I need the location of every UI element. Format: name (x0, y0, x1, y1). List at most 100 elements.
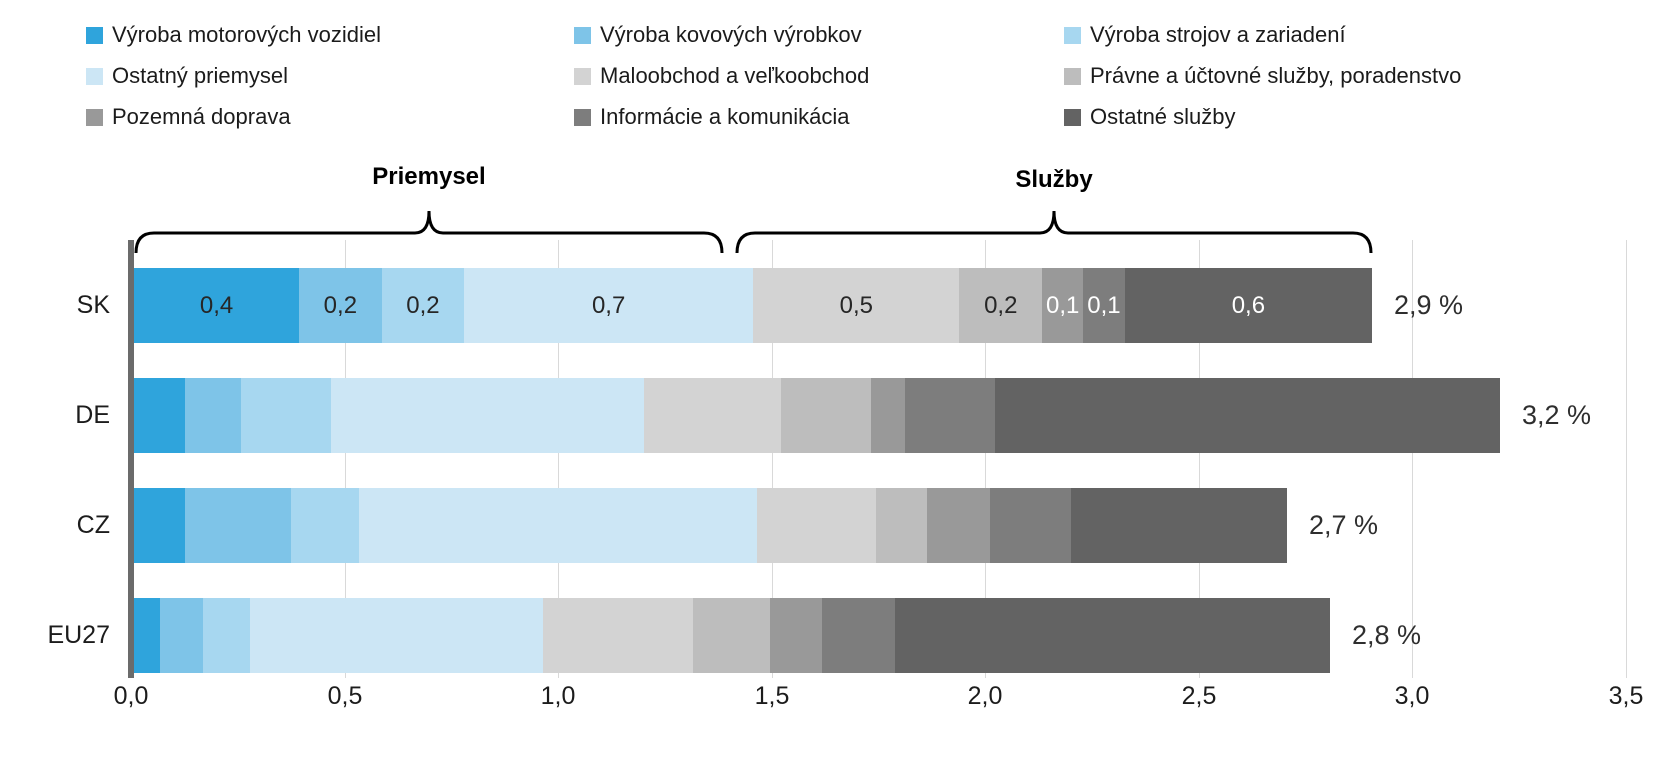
gridline (558, 240, 559, 678)
bar-segment: 0,5 (753, 268, 960, 343)
bar-segment (290, 488, 359, 563)
bar-segment (780, 378, 871, 453)
legend-item-label: Maloobchod a veľkoobchod (600, 63, 870, 88)
legend-item-label: Ostatný priemysel (112, 63, 289, 88)
segment-value-label: 0,7 (591, 291, 626, 319)
group-label: Služby (1015, 166, 1093, 193)
gridline (1626, 240, 1627, 678)
bar-total-label: 2,9 % (1394, 289, 1464, 320)
x-axis-tick-label: 2,5 (1181, 682, 1217, 710)
y-axis-line (128, 240, 134, 678)
legend-swatch-icon (1064, 108, 1081, 126)
bar-segment (822, 598, 896, 673)
legend-swatch-icon (574, 108, 591, 126)
bar-segment (770, 598, 823, 673)
bar-segment (990, 488, 1071, 563)
bar-segment: 0,6 (1124, 268, 1373, 343)
bar-segment (542, 598, 694, 673)
legend-item-label: Informácie a komunikácia (600, 104, 850, 129)
bar-cz (134, 488, 1287, 563)
segment-value-label: 0,2 (323, 291, 358, 319)
x-axis-tick-label: 1,0 (540, 682, 576, 710)
legend-item: Maloobchod a veľkoobchod (574, 62, 869, 90)
segment-value-label: 0,1 (1087, 291, 1121, 319)
gridline (985, 240, 986, 678)
bar-segment: 0,2 (299, 268, 382, 343)
legend-item: Pozemná doprava (86, 103, 291, 131)
legend-item: Výroba strojov a zariadení (1064, 21, 1346, 49)
legend-swatch-icon (86, 67, 103, 85)
legend-swatch-icon (1064, 26, 1081, 44)
x-axis-tick-label: 0,5 (327, 682, 363, 710)
segment-value-label: 0,1 (1045, 291, 1080, 319)
bar-segment (331, 378, 644, 453)
bar-segment (202, 598, 251, 673)
gridline (772, 240, 773, 678)
bar-segment (926, 488, 991, 563)
bar-label-de: DE (75, 400, 110, 429)
legend-item-label: Právne a účtovné služby, poradenstvo (1090, 63, 1462, 88)
bar-segment: 0,2 (959, 268, 1043, 343)
legend-swatch-icon (574, 67, 591, 85)
legend-item-label: Výroba kovových výrobkov (600, 22, 862, 47)
legend-item-label: Výroba motorových vozidiel (112, 22, 382, 47)
legend-item: Informácie a komunikácia (574, 103, 849, 131)
bar-segment (358, 488, 758, 563)
legend-swatch-icon (574, 26, 591, 44)
bar-segment: 0,4 (134, 268, 300, 343)
bar-segment: 0,7 (464, 268, 754, 343)
gridline (1412, 240, 1413, 678)
legend-item: Výroba motorových vozidiel (86, 21, 381, 49)
legend-item: Právne a účtovné služby, poradenstvo (1064, 62, 1461, 90)
bar-eu27 (134, 598, 1330, 673)
x-axis-tick-label: 2,0 (967, 682, 1003, 710)
legend-item: Ostatný priemysel (86, 62, 288, 90)
segment-value-label: 0,4 (199, 291, 234, 319)
bar-segment (134, 598, 160, 673)
bar-segment (134, 378, 186, 453)
bar-segment (1070, 488, 1287, 563)
bar-segment: 0,1 (1042, 268, 1084, 343)
bar-segment (241, 378, 331, 453)
bar-segment (904, 378, 995, 453)
segment-value-label: 0,2 (984, 291, 1018, 319)
bar-segment (643, 378, 781, 453)
legend-item: Ostatné služby (1064, 103, 1236, 131)
bar-label-cz: CZ (76, 510, 110, 539)
gridline (345, 240, 346, 678)
bar-segment: 0,2 (381, 268, 465, 343)
segment-value-label: 0,2 (406, 291, 440, 319)
bar-segment (870, 378, 905, 453)
bar-label-sk: SK (76, 290, 110, 319)
bracket-sluzby (735, 210, 1373, 254)
bar-segment (185, 378, 242, 453)
bar-sk: 0,4 0,2 0,2 0,7 0,5 0,2 0,1 0,1 0,6 (134, 268, 1373, 343)
x-axis-tick-label: 0,0 (113, 682, 149, 710)
segment-value-label: 0,6 (1231, 291, 1266, 319)
bracket-priemysel (134, 210, 724, 254)
bar-segment (875, 488, 927, 563)
x-axis-tick-label: 3,0 (1394, 682, 1430, 710)
bar-segment (134, 488, 185, 563)
bar-label-eu27: EU27 (47, 620, 110, 649)
bar-de (134, 378, 1501, 453)
bar-total-label: 2,8 % (1352, 619, 1422, 650)
bar-segment (693, 598, 771, 673)
x-axis-tick-label: 1,5 (754, 682, 790, 710)
bar-segment (994, 378, 1501, 453)
bar-segment (250, 598, 543, 673)
legend-item-label: Ostatné služby (1090, 104, 1236, 129)
legend-swatch-icon (86, 26, 103, 44)
legend-swatch-icon (1064, 67, 1081, 85)
bar-segment (159, 598, 203, 673)
bar-segment (757, 488, 876, 563)
x-axis-tick-label: 3,5 (1608, 682, 1644, 710)
bar-total-label: 3,2 % (1522, 399, 1592, 430)
segment-value-label: 0,5 (839, 291, 873, 319)
group-label: Priemysel (372, 163, 486, 190)
bar-segment (895, 598, 1330, 673)
legend-item-label: Pozemná doprava (112, 104, 291, 129)
gridline (1199, 240, 1200, 678)
